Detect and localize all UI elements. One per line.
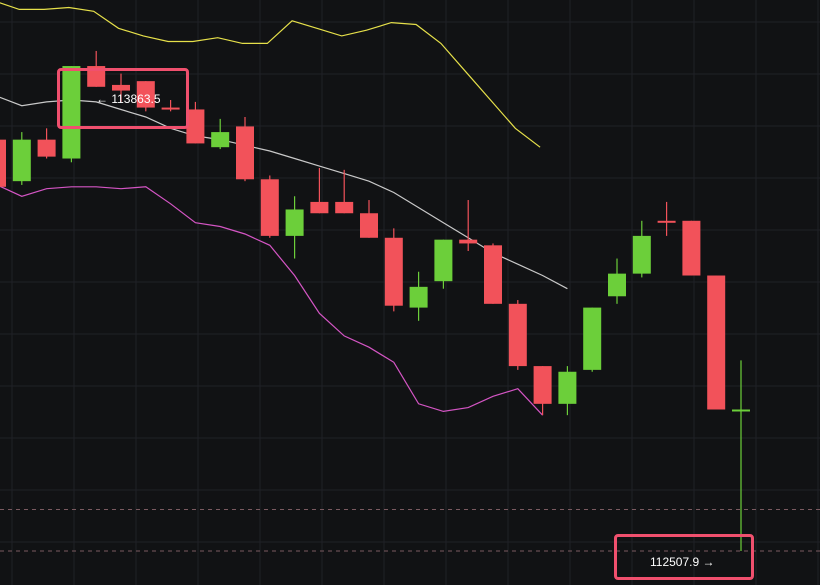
candle-body-up — [285, 209, 304, 236]
high-annotation-label: ← 113863.5 — [96, 92, 161, 106]
candle-body-up — [12, 139, 31, 182]
high-annotation-box — [57, 68, 189, 129]
candle-body-down — [707, 275, 726, 410]
candle-body-up — [732, 409, 750, 412]
reference-lines — [0, 509, 820, 552]
candle-body-down — [310, 201, 329, 214]
candle-body-down — [335, 201, 354, 214]
candle-body-up — [608, 273, 626, 297]
candle-body-down — [657, 220, 676, 223]
candle-body-down — [459, 239, 478, 244]
candle-body-down — [0, 139, 6, 187]
candle-body-down — [112, 84, 130, 91]
candle-body-up — [558, 371, 577, 404]
candle-body-up — [62, 66, 81, 159]
candle-body-up — [434, 239, 453, 282]
candle-body-down — [87, 66, 106, 87]
upper-band-line — [0, 2, 541, 148]
low-annotation-box — [614, 534, 754, 580]
low-annotation-arrow: → — [702, 555, 715, 569]
candle-body-down — [186, 109, 205, 144]
lower-band-line — [0, 185, 544, 416]
candle-body-up — [211, 132, 230, 148]
candle-body-down — [236, 126, 254, 180]
low-annotation-value: 112507.9 — [650, 555, 700, 569]
high-annotation-arrow: ← — [96, 92, 108, 106]
high-annotation-value: 113863.5 — [111, 92, 161, 106]
candle-body-down — [260, 179, 279, 236]
candle-body-down — [682, 220, 701, 276]
candle-body-down — [136, 81, 155, 108]
candle-body-down — [37, 139, 56, 157]
candle-body-down — [508, 303, 527, 367]
candle-body-down — [484, 245, 502, 304]
candle-body-up — [409, 286, 428, 308]
candle-body-down — [360, 213, 378, 238]
bollinger-bands — [0, 2, 568, 416]
candle-body-down — [533, 366, 552, 404]
candle-body-down — [384, 237, 403, 306]
candles — [0, 50, 750, 552]
low-annotation-label: 112507.9 → — [650, 555, 715, 569]
candle-body-up — [632, 235, 651, 274]
candle-body-down — [161, 107, 180, 110]
candle-body-up — [583, 307, 602, 370]
